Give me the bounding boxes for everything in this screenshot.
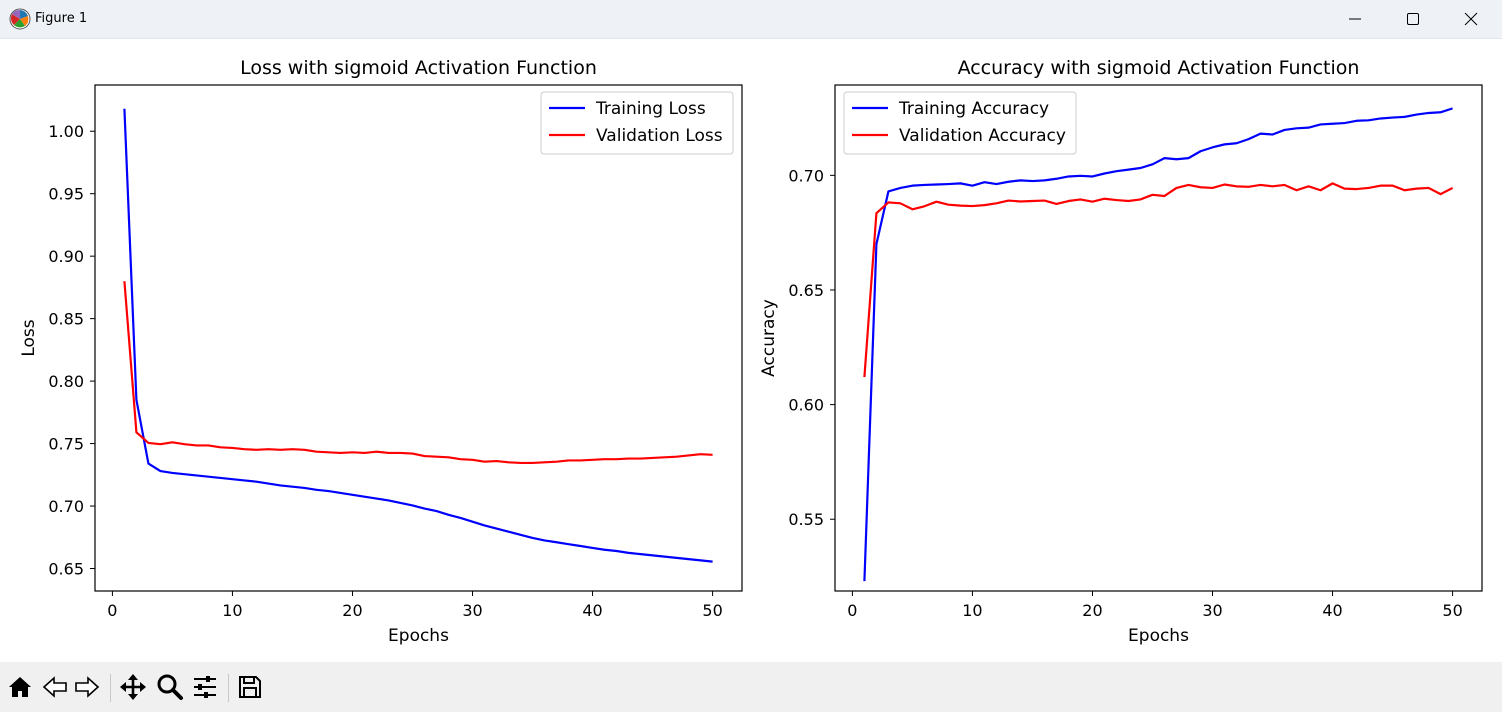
y-tick-label: 0.60 [788,396,824,415]
y-tick-label: 1.00 [48,122,84,141]
x-tick-label: 30 [1202,601,1222,620]
x-tick-label: 10 [962,601,982,620]
save-icon [239,676,261,698]
pan-button[interactable] [118,672,148,702]
legend-label: Training Accuracy [898,99,1049,119]
x-tick-label: 40 [582,601,602,620]
series-line-validation-accuracy [863,182,1454,378]
home-icon [9,677,31,697]
minimize-button[interactable] [1326,0,1384,38]
axes-frame [94,84,743,592]
maximize-button[interactable] [1384,0,1442,38]
x-axis-label: Epochs [388,626,449,646]
home-button[interactable] [5,672,35,702]
chart-title: Accuracy with sigmoid Activation Functio… [958,57,1360,79]
y-tick-label: 0.85 [48,310,84,329]
close-button[interactable] [1442,0,1500,38]
y-tick-label: 0.65 [48,560,84,579]
x-axis-label: Epochs [1128,626,1189,646]
y-tick-label: 0.65 [788,281,824,300]
axes-frame [834,84,1483,592]
x-tick-label: 40 [1322,601,1342,620]
zoom-button[interactable] [155,672,185,702]
back-button[interactable] [40,672,70,702]
figure-svg: Loss with sigmoid Activation Function 0 10… [19,57,1483,646]
x-tick-label: 10 [222,601,242,620]
matplotlib-logo-icon [9,8,31,30]
y-tick-label: 0.55 [788,510,824,529]
y-axis-label: Accuracy [759,299,779,377]
series-line-training-accuracy [863,107,1453,582]
legend-box [540,91,734,155]
pan-icon [120,674,146,700]
y-tick-label: 0.80 [48,372,84,391]
chart-title: Loss with sigmoid Activation Function [240,57,597,79]
maximize-icon [1407,13,1419,25]
x-tick-label: 20 [1082,601,1102,620]
y-tick-label: 0.75 [48,435,84,454]
y-tick-label: 0.70 [48,497,84,516]
x-tick-label: 30 [462,601,482,620]
toolbar-separator [110,674,111,702]
configure-subplots-icon [194,676,216,698]
y-tick-label: 0.95 [48,185,84,204]
x-tick-label: 20 [342,601,362,620]
configure-subplots-button[interactable] [190,672,220,702]
back-icon [42,676,67,698]
navigation-toolbar [0,662,1502,712]
forward-icon [75,676,100,698]
forward-button[interactable] [72,672,102,702]
x-tick-label: 0 [107,601,117,620]
zoom-icon [157,674,183,700]
x-tick-label: 50 [702,601,722,620]
figure-canvas[interactable]: Loss with sigmoid Activation Function 0 10… [0,38,1502,662]
series-line-validation-loss [123,281,713,465]
y-axis-label: Loss [19,319,39,356]
toolbar-separator [228,674,229,702]
window-titlebar: Figure 1 [0,0,1502,39]
legend-label: Training Loss [595,99,706,119]
y-tick-label: 0.90 [48,247,84,266]
legend-label: Validation Accuracy [899,126,1066,146]
series-line-training-loss [123,108,713,563]
window-title: Figure 1 [35,11,88,26]
legend-box [843,91,1077,155]
x-tick-label: 0 [847,601,857,620]
save-button[interactable] [235,672,265,702]
legend-label: Validation Loss [596,126,723,146]
close-icon [1464,12,1478,26]
x-tick-label: 50 [1442,601,1462,620]
y-tick-label: 0.70 [788,166,824,185]
minimize-icon [1349,18,1361,20]
